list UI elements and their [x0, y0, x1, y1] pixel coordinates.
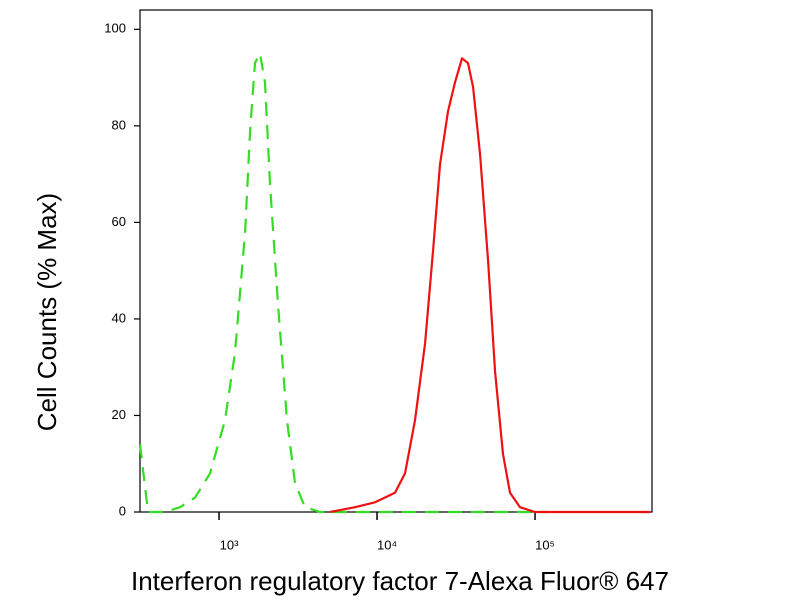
y-axis-title: Cell Counts (% Max)	[32, 193, 62, 431]
x-tick-label: 10⁵	[535, 537, 555, 552]
series-line	[329, 57, 651, 514]
y-tick-label: 40	[112, 310, 126, 325]
series-line	[138, 52, 550, 514]
plot-frame	[139, 9, 653, 513]
y-tick-label: 0	[119, 503, 126, 518]
x-tick-label: 10⁴	[377, 537, 397, 552]
y-tick-label: 60	[112, 214, 126, 229]
y-tick-label: 20	[112, 407, 126, 422]
x-axis-title: Interferon regulatory factor 7-Alexa Flu…	[131, 566, 669, 596]
y-tick-label: 80	[112, 117, 126, 132]
y-tick-label: 100	[104, 21, 126, 36]
x-tick-label: 10³	[220, 537, 239, 552]
